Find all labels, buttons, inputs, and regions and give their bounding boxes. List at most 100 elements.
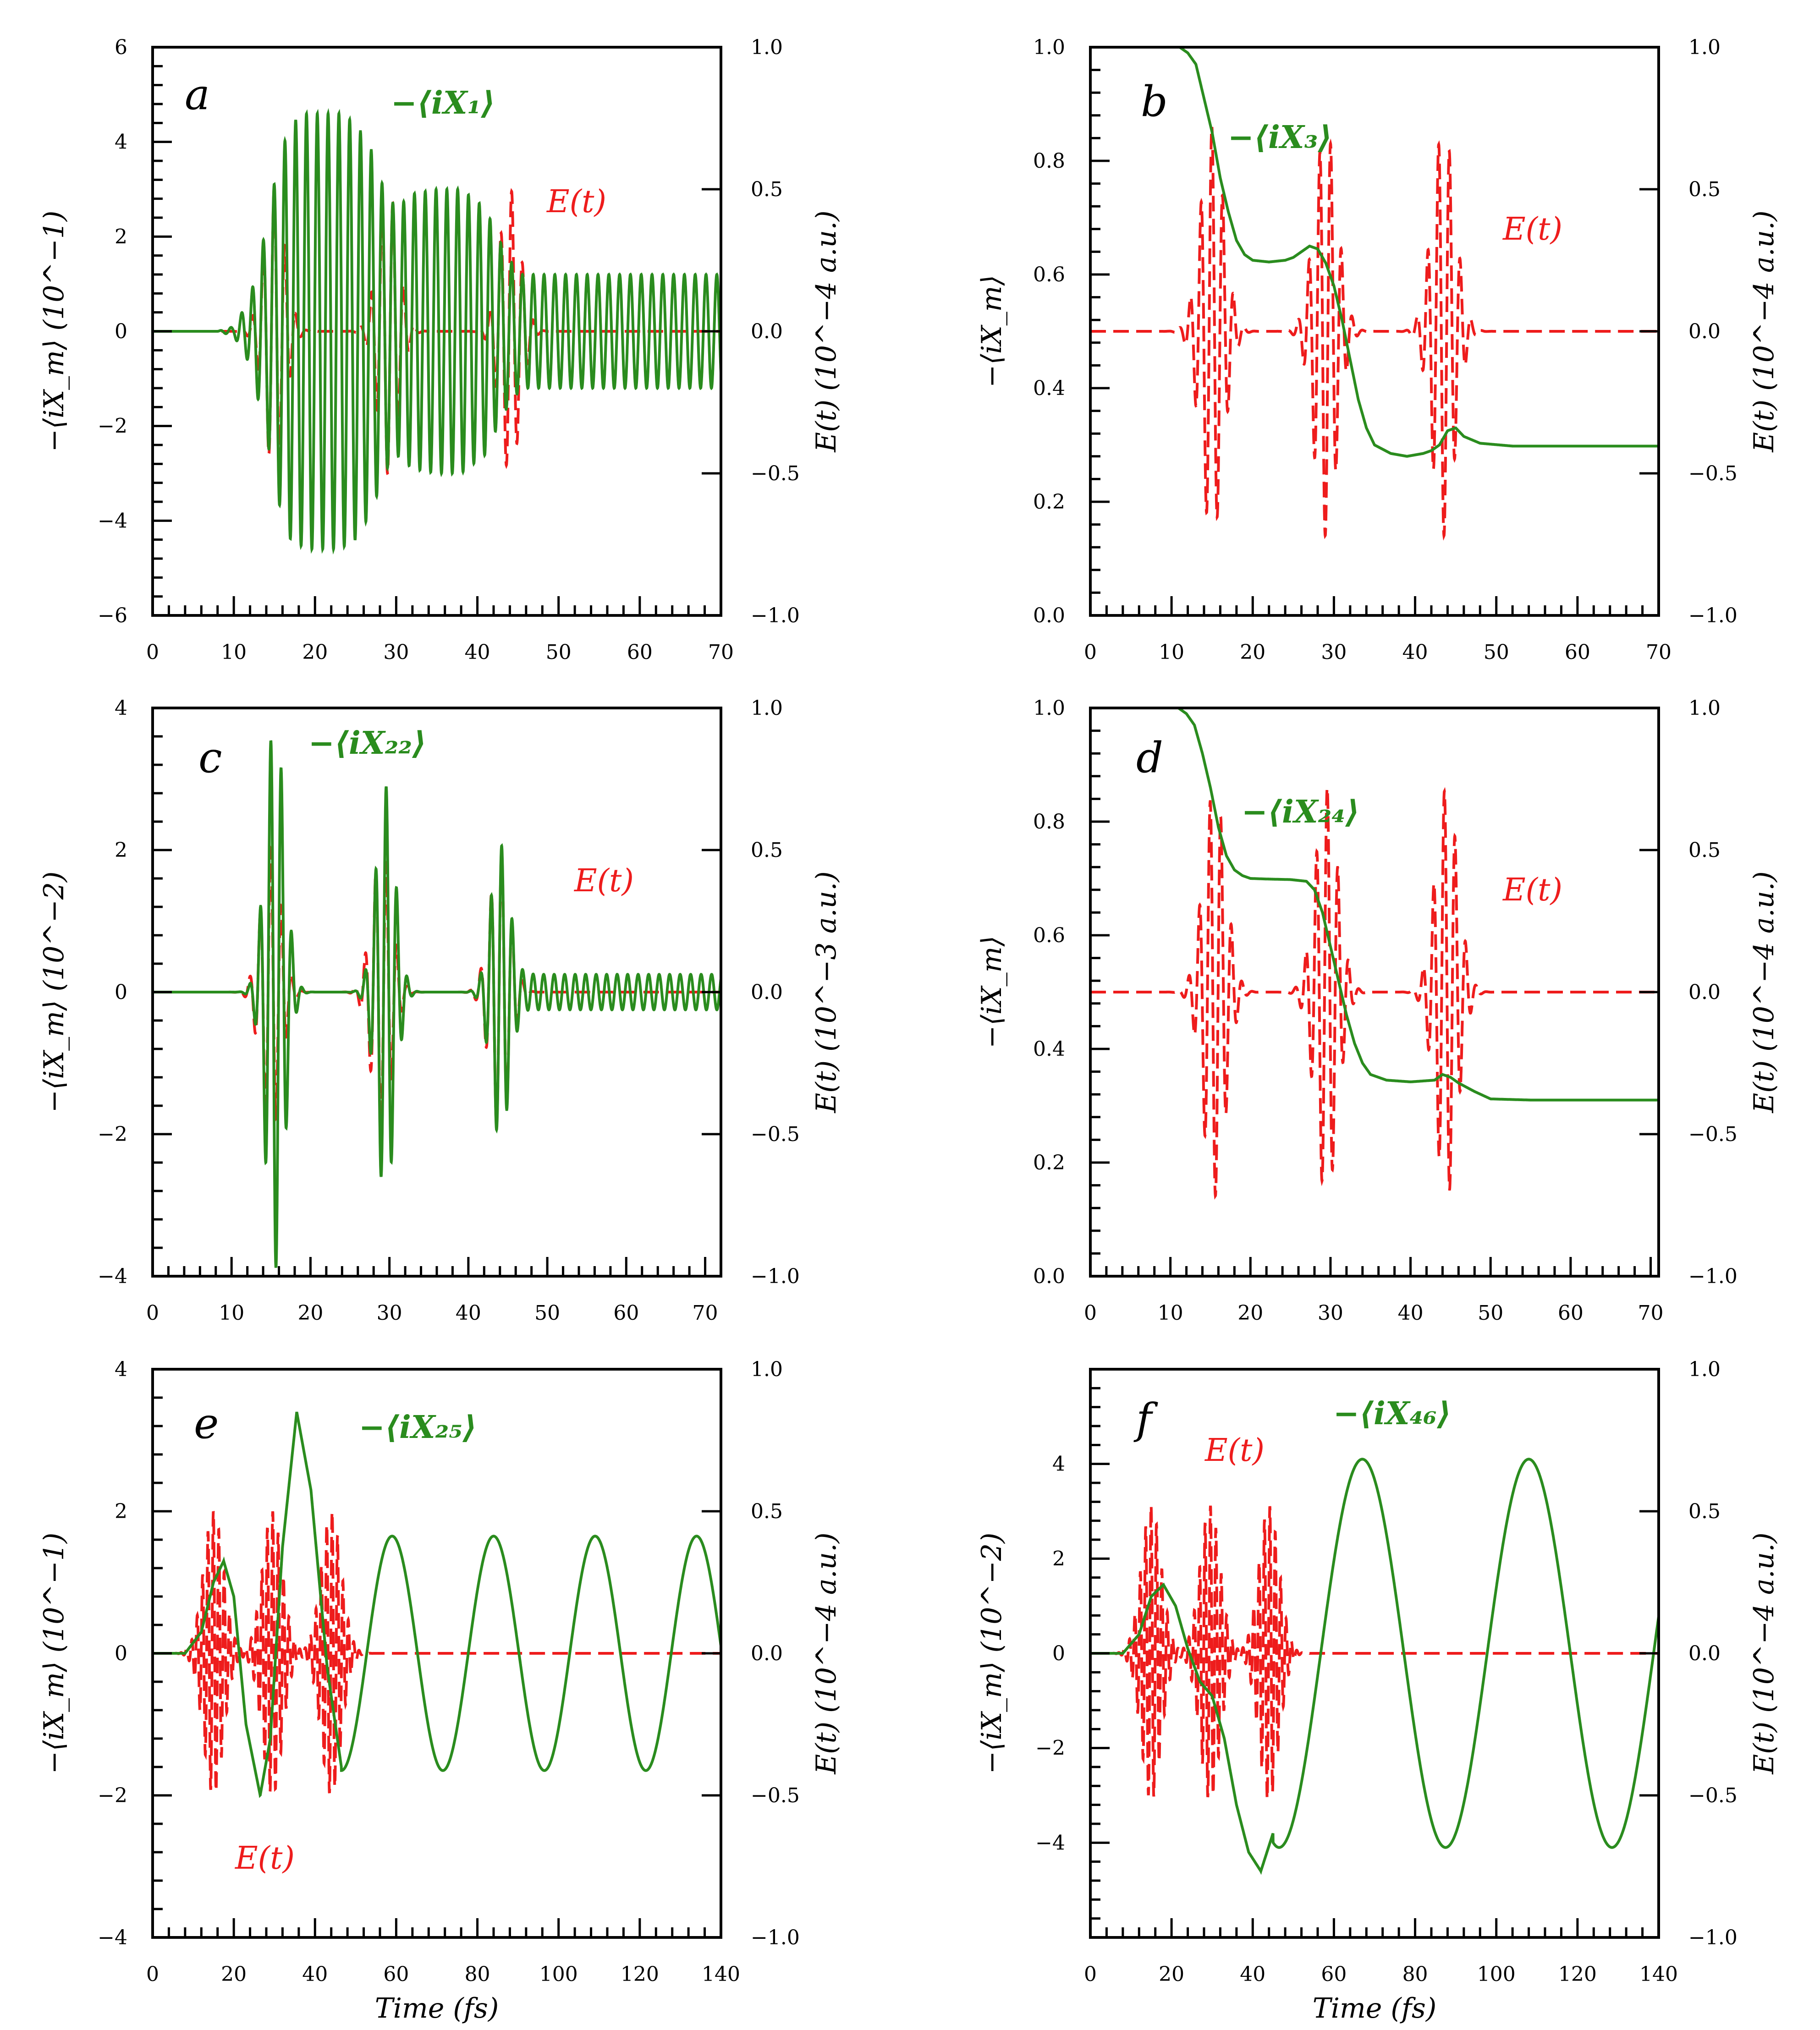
x-tick-label: 10 (219, 1301, 244, 1325)
y-axis-label: −⟨iX_m⟩ (10^−1) (38, 1533, 70, 1774)
y-tick-label: 0.4 (1033, 1037, 1065, 1061)
annotation-expectation-label: −⟨iX₃⟩ (1228, 119, 1332, 156)
y-tick-label: 2 (115, 225, 127, 248)
x-tick-label: 10 (1159, 641, 1184, 664)
y-axis-label: −⟨iX_m⟩ (976, 936, 1008, 1048)
annotation-expectation-label: −⟨iX₁⟩ (391, 85, 495, 121)
panel-letter: f (1133, 1394, 1158, 1443)
series-line-expectation (153, 1411, 721, 1798)
y-tick-label: −4 (98, 1926, 127, 1949)
x-tick-label: 60 (613, 1301, 639, 1325)
x-tick-label: 50 (546, 641, 572, 664)
x-tick-label: 40 (456, 1301, 481, 1325)
annotation-field-label: E(t) (234, 1840, 295, 1876)
y-tick-label: 4 (115, 1358, 127, 1381)
annotation-expectation-label: −⟨iX₄₆⟩ (1333, 1395, 1451, 1432)
annotation-field-label: E(t) (546, 184, 606, 220)
x-tick-label: 10 (221, 641, 247, 664)
y2-tick-label: 1.0 (751, 697, 783, 720)
x-tick-label: 50 (534, 1301, 560, 1325)
x-tick-label: 40 (1402, 641, 1428, 664)
panel-c: 0 10 20 30 40 50 60 70 −4 −2 0 2 4 −1.0 −0.5 0.0 0.5 1.0 −… (38, 697, 842, 1325)
y2-axis-label: E(t) (10^−4 a.u.) (1748, 871, 1780, 1113)
y-tick-label: 0 (115, 1642, 127, 1665)
y2-tick-label: −0.5 (751, 1123, 800, 1146)
y-tick-label: 0.8 (1033, 149, 1065, 173)
annotation-field-label: E(t) (1204, 1432, 1265, 1469)
panel-b: 0 10 20 30 40 50 60 70 0.0 0.2 0.4 0.6 0.8 1.0 −1.0 −0.… (976, 36, 1780, 664)
y2-tick-label: −0.5 (1688, 1123, 1738, 1146)
y2-tick-label: 1.0 (1688, 1358, 1721, 1381)
y-tick-label: 0 (115, 320, 127, 343)
y-tick-label: 4 (1052, 1453, 1065, 1476)
y-tick-label: 0 (115, 981, 127, 1004)
x-tick-label: 20 (221, 1963, 247, 1986)
y2-tick-label: −1.0 (1688, 1926, 1738, 1949)
panel-letter: a (185, 70, 210, 119)
y2-tick-label: 0.5 (1688, 839, 1721, 862)
series-line-expectation (1090, 1458, 1659, 1875)
x-tick-label: 20 (297, 1301, 323, 1325)
y2-tick-label: 0.5 (751, 839, 783, 862)
y-tick-label: −6 (98, 604, 127, 627)
series-line-e-field (1090, 121, 1659, 541)
y-tick-label: 0.6 (1033, 924, 1065, 947)
x-tick-label: 40 (302, 1963, 328, 1986)
y2-tick-label: −1.0 (751, 1265, 800, 1288)
y2-tick-label: 1.0 (1688, 36, 1721, 59)
y-tick-label: 0.6 (1033, 263, 1065, 286)
y2-tick-label: 0.5 (751, 178, 783, 201)
y2-tick-label: −1.0 (1688, 604, 1738, 627)
y-tick-label: 4 (115, 131, 127, 154)
y-tick-label: −2 (1035, 1737, 1065, 1760)
y-tick-label: 1.0 (1033, 36, 1065, 59)
series-line-expectation (1090, 47, 1659, 458)
x-tick-label: 50 (1478, 1301, 1503, 1325)
y-tick-label: 0 (1052, 1642, 1065, 1665)
y2-tick-label: 1.0 (751, 36, 783, 59)
y2-tick-label: −0.5 (751, 1784, 800, 1807)
y-tick-label: −2 (98, 1123, 127, 1146)
y2-tick-label: −1.0 (751, 1926, 800, 1949)
panel-letter: e (194, 1399, 219, 1448)
x-tick-label: 20 (1240, 641, 1265, 664)
y2-tick-label: −1.0 (1688, 1265, 1738, 1288)
x-tick-label: 100 (539, 1963, 578, 1986)
y2-tick-label: 0.0 (751, 1642, 783, 1665)
y2-tick-label: 0.0 (1688, 1642, 1721, 1665)
y2-tick-label: 0.5 (751, 1500, 783, 1523)
annotation-expectation-label: −⟨iX₂₅⟩ (359, 1409, 477, 1446)
y2-axis-label: E(t) (10^−4 a.u.) (810, 210, 842, 452)
y2-tick-label: 0.5 (1688, 178, 1721, 201)
x-tick-label: 70 (1646, 641, 1672, 664)
y-tick-label: −4 (1035, 1831, 1065, 1854)
x-tick-label: 30 (1318, 1301, 1343, 1325)
series-line-expectation (153, 740, 721, 1268)
annotation-expectation-label: −⟨iX₂₂⟩ (308, 725, 426, 762)
y-tick-label: −4 (98, 509, 127, 532)
x-tick-label: 10 (1158, 1301, 1183, 1325)
y-tick-label: 1.0 (1033, 697, 1065, 720)
y2-axis-label: E(t) (10^−3 a.u.) (810, 871, 842, 1113)
y-tick-label: 0.2 (1033, 1151, 1065, 1174)
y-tick-label: −2 (98, 415, 127, 438)
y2-axis-label: E(t) (10^−4 a.u.) (1748, 210, 1780, 452)
y-tick-label: 0.0 (1033, 1265, 1065, 1288)
x-tick-label: 80 (465, 1963, 490, 1986)
x-tick-label: 30 (383, 641, 409, 664)
x-tick-label: 0 (146, 1963, 159, 1986)
series-line-e-field (1090, 783, 1659, 1200)
y2-tick-label: −0.5 (1688, 462, 1738, 485)
x-tick-label: 0 (1084, 641, 1097, 664)
y-tick-label: 4 (115, 697, 127, 720)
annotation-field-label: E(t) (573, 863, 634, 899)
panel-letter: b (1141, 77, 1168, 126)
x-tick-label: 20 (1159, 1963, 1184, 1986)
series-line-expectation (153, 108, 721, 555)
panel-e: 0 20 40 60 80 100 120 140 −4 −2 0 2 4 −1.0 −0.5 0.0 0.5 1… (38, 1358, 842, 2025)
y-tick-label: 0.8 (1033, 810, 1065, 834)
y2-axis-label: E(t) (10^−4 a.u.) (1748, 1532, 1780, 1774)
y-tick-label: −4 (98, 1265, 127, 1288)
series-line-expectation (1090, 708, 1659, 1102)
x-tick-label: 20 (1237, 1301, 1263, 1325)
